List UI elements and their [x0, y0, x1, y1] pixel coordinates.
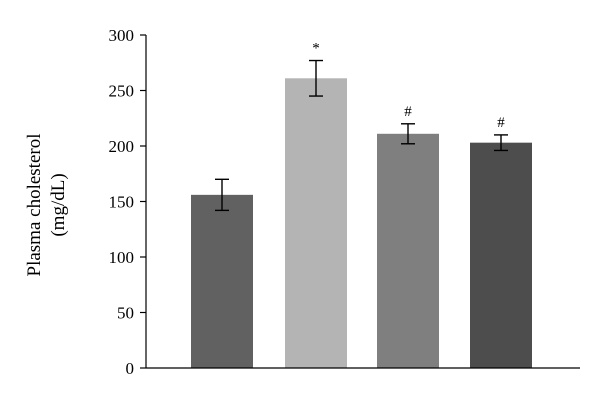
y-axis-label-line-1: Plasma cholesterol: [24, 134, 45, 277]
bar: [470, 142, 532, 368]
y-axis-label-line-2: (mg/dL): [48, 173, 69, 236]
significance-marker: #: [404, 104, 412, 120]
y-tick-label: 150: [109, 193, 135, 212]
significance-marker: #: [497, 115, 505, 131]
bars: [191, 78, 532, 368]
y-tick-label: 250: [109, 82, 135, 101]
y-tick-label: 300: [109, 26, 135, 45]
y-tick-label: 100: [109, 248, 135, 267]
bar: [377, 133, 439, 368]
significance-labels: * # #: [312, 41, 505, 131]
y-tick-label: 0: [126, 359, 135, 378]
bar: [285, 78, 347, 368]
error-bars: [215, 59, 508, 212]
y-tick-label: 200: [109, 137, 135, 156]
y-tick-label: 50: [117, 304, 134, 323]
bar: [191, 194, 253, 368]
significance-marker: *: [312, 41, 320, 57]
y-axis-ticks: 0 50 100 150 200 250 300: [109, 26, 146, 378]
y-axis-label: Plasma cholesterol (mg/dL): [24, 134, 69, 277]
